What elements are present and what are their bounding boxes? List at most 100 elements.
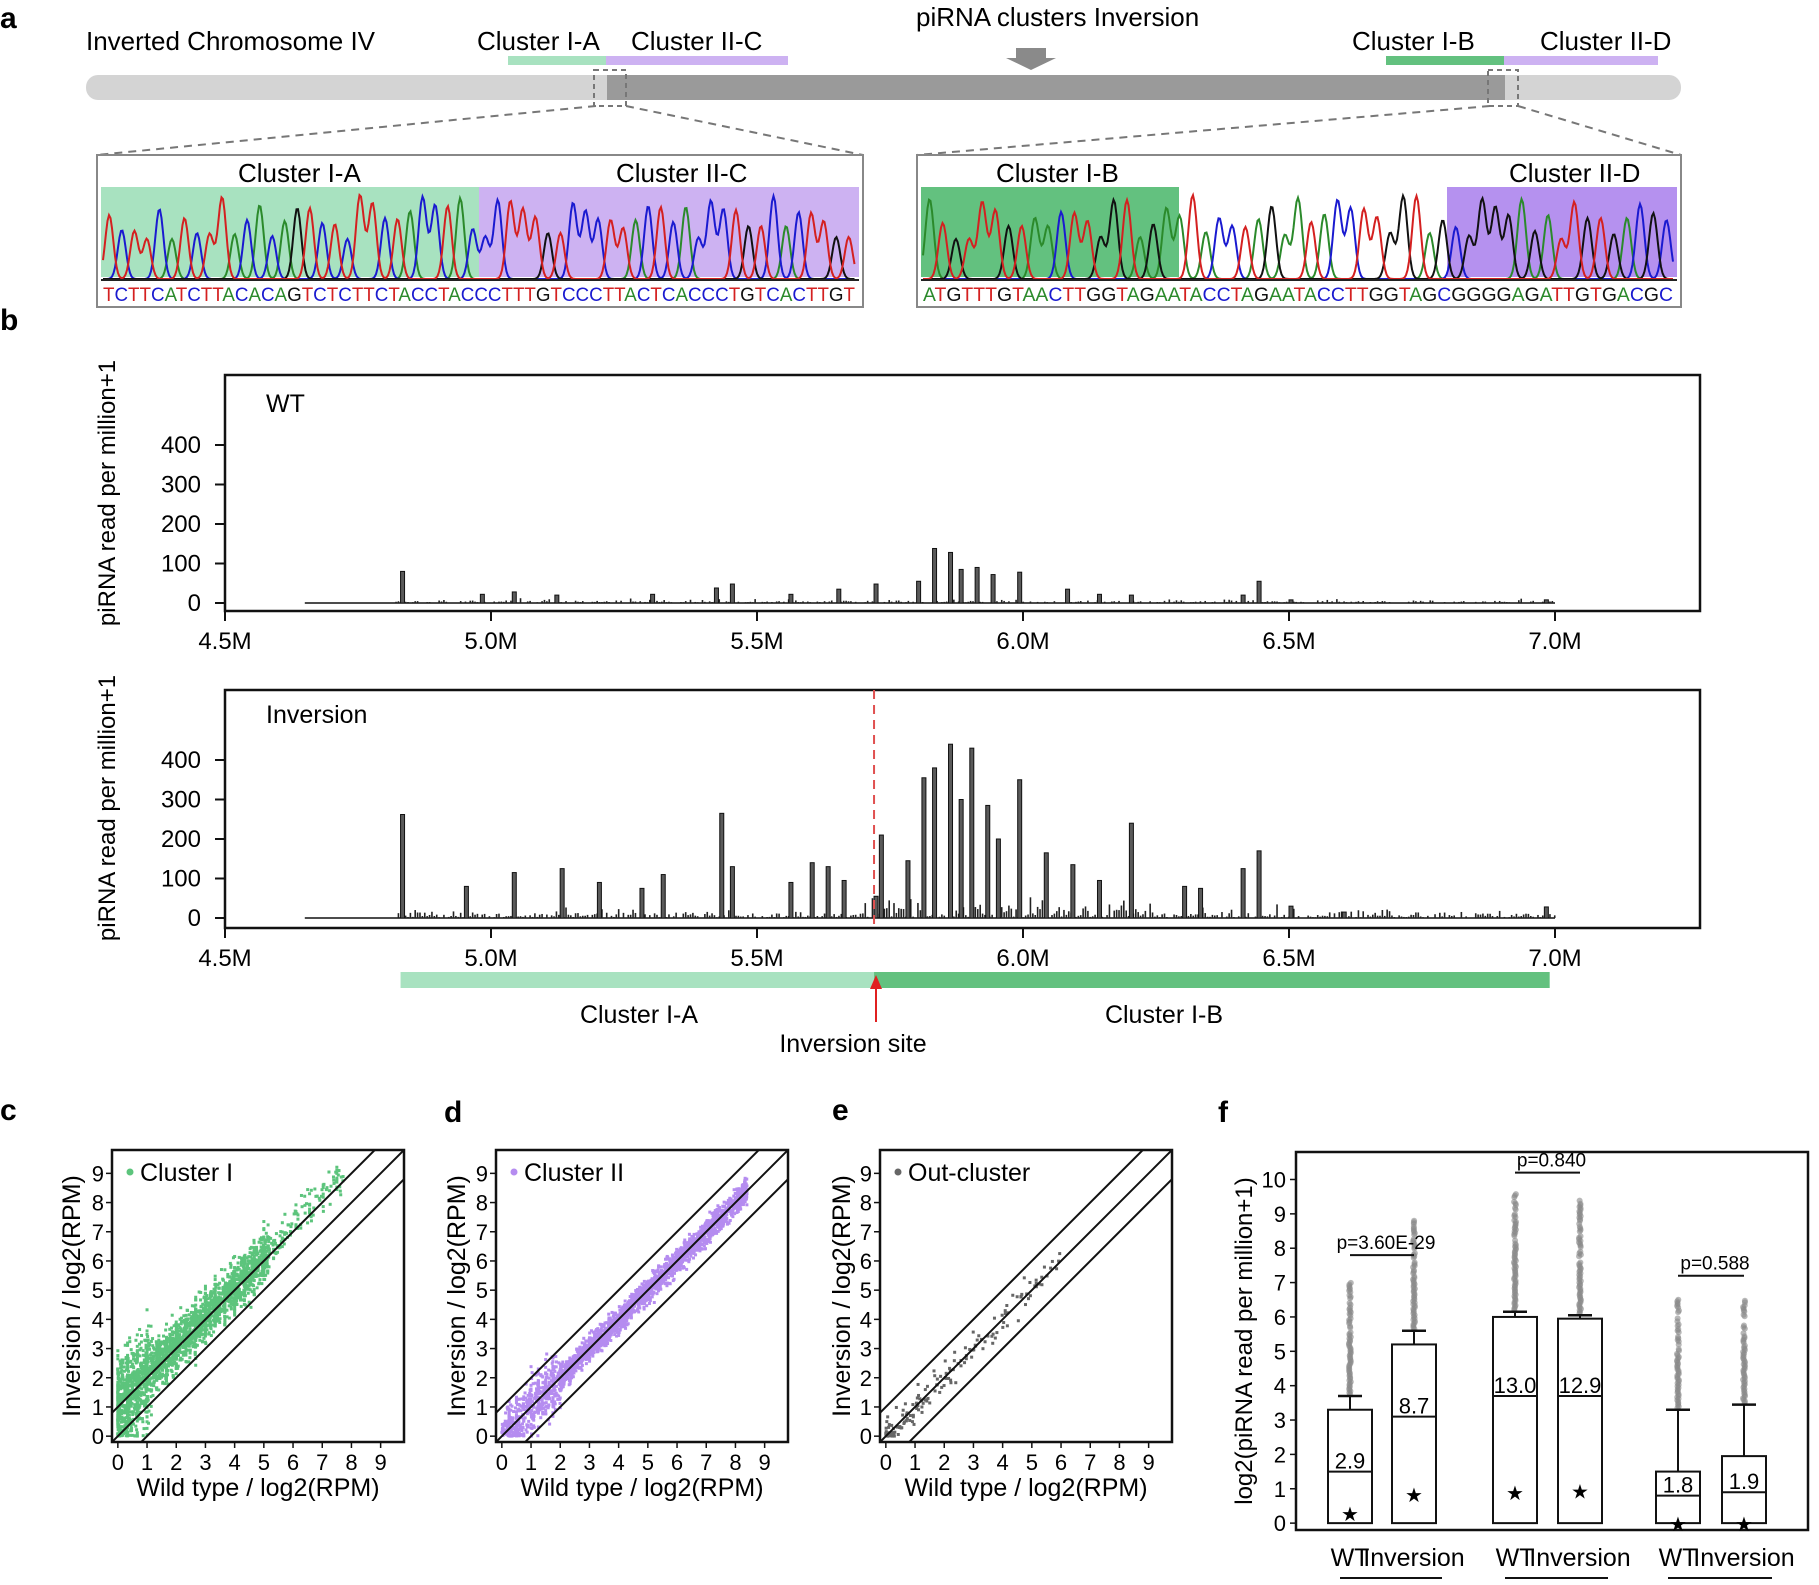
- scatter-point: [517, 1407, 521, 1411]
- scatter-point: [140, 1372, 144, 1376]
- sequence-base: T: [961, 285, 973, 306]
- scatter-point: [141, 1420, 145, 1424]
- scatter-point: [130, 1362, 134, 1366]
- scatter-point: [262, 1268, 266, 1272]
- scatter-point: [135, 1344, 139, 1348]
- scatter-point: [126, 1389, 130, 1393]
- track-bar: [1508, 917, 1511, 918]
- scatter-point: [212, 1323, 216, 1327]
- scatter-point: [194, 1322, 198, 1326]
- cluster-bar-label-i-a: Cluster I-A: [580, 1001, 698, 1029]
- track-bar: [981, 913, 984, 918]
- scatter-point: [119, 1434, 123, 1438]
- scatter-point: [146, 1398, 150, 1402]
- scatter-point: [223, 1291, 227, 1295]
- scatter-point: [116, 1397, 120, 1401]
- track-bar: [1283, 914, 1286, 918]
- scatter-point: [179, 1336, 183, 1340]
- track-bar: [747, 915, 749, 918]
- track-bar: [1292, 908, 1295, 918]
- track-peak: [554, 594, 560, 604]
- scatter-point: [125, 1386, 129, 1390]
- scatter-point: [262, 1220, 266, 1224]
- scatter-point: [135, 1352, 139, 1356]
- scatter-point: [240, 1274, 244, 1278]
- scatter-point: [165, 1342, 169, 1346]
- scatter-point: [599, 1327, 603, 1331]
- track-bar: [797, 601, 800, 603]
- scatter-point: [182, 1344, 186, 1348]
- scatter-point: [139, 1391, 143, 1395]
- scatter-point: [153, 1371, 157, 1375]
- scatter-point: [265, 1262, 269, 1266]
- scatter-point: [238, 1277, 242, 1281]
- scatter-point: [138, 1369, 142, 1373]
- scatter-point: [155, 1356, 159, 1360]
- scatter-point: [261, 1247, 265, 1251]
- scatter-point: [236, 1265, 240, 1269]
- scatter-point: [325, 1186, 329, 1190]
- track-bar: [1264, 916, 1266, 918]
- track-bar: [1419, 916, 1422, 918]
- scatter-point: [130, 1426, 134, 1430]
- y-tick-label: 300: [161, 472, 201, 499]
- track-bar: [455, 915, 457, 918]
- inversion-site-label: Inversion site: [779, 1030, 926, 1058]
- track-bar: [708, 915, 711, 918]
- track-bar: [644, 601, 646, 603]
- sequence-base: C: [1437, 285, 1451, 306]
- scatter-point: [165, 1350, 169, 1354]
- scatter-point: [124, 1355, 128, 1359]
- scatter-point: [202, 1332, 206, 1336]
- scatter-point: [170, 1313, 174, 1317]
- scatter-point: [205, 1324, 209, 1328]
- scatter-point: [234, 1277, 238, 1281]
- scatter-point: [220, 1291, 224, 1295]
- zoom-line-left-2: [625, 105, 864, 156]
- scatter-point: [306, 1221, 310, 1225]
- scatter-point: [135, 1431, 139, 1435]
- track-bar: [1225, 601, 1228, 603]
- scatter-point: [199, 1326, 203, 1330]
- track-bar: [1022, 917, 1025, 918]
- track-bar: [809, 602, 812, 603]
- scatter-point: [144, 1357, 148, 1361]
- scatter-point: [168, 1347, 172, 1351]
- track-bar: [591, 914, 594, 918]
- scatter-point: [308, 1207, 312, 1211]
- scatter-point: [290, 1222, 294, 1226]
- top-label-cluster-ii-c: Cluster II-C: [631, 26, 762, 56]
- scatter-point: [207, 1312, 211, 1316]
- scatter-point: [512, 1410, 516, 1414]
- scatter-point: [145, 1420, 149, 1424]
- track-bar: [1338, 601, 1341, 603]
- track-bar: [1501, 601, 1503, 603]
- track-bar: [660, 601, 663, 603]
- scatter-point: [694, 1253, 698, 1257]
- scatter-point: [147, 1388, 151, 1392]
- track-bar: [1307, 915, 1309, 918]
- track-bar: [864, 903, 867, 918]
- sequence-base: G: [1602, 285, 1617, 306]
- scatter-point: [177, 1342, 181, 1346]
- scatter-point: [135, 1406, 139, 1410]
- track-bar: [905, 602, 907, 603]
- track-bar: [871, 601, 874, 603]
- track-bar: [558, 914, 560, 918]
- track-bar: [1273, 915, 1276, 918]
- scatter-point: [259, 1241, 263, 1245]
- scatter-point: [282, 1242, 286, 1246]
- scatter-point: [730, 1213, 734, 1217]
- track-bar: [941, 602, 943, 603]
- track-peak: [948, 743, 954, 919]
- scatter-point: [500, 1422, 504, 1426]
- sequence-base: C: [1317, 285, 1331, 306]
- track-peak: [729, 866, 735, 919]
- track-peak: [809, 862, 815, 919]
- sequence-base: T: [729, 285, 741, 306]
- sequence-base: T: [302, 285, 314, 306]
- track-peak: [729, 583, 735, 604]
- scatter-point: [264, 1259, 268, 1263]
- scatter-point: [151, 1337, 155, 1341]
- scatter-point: [159, 1359, 163, 1363]
